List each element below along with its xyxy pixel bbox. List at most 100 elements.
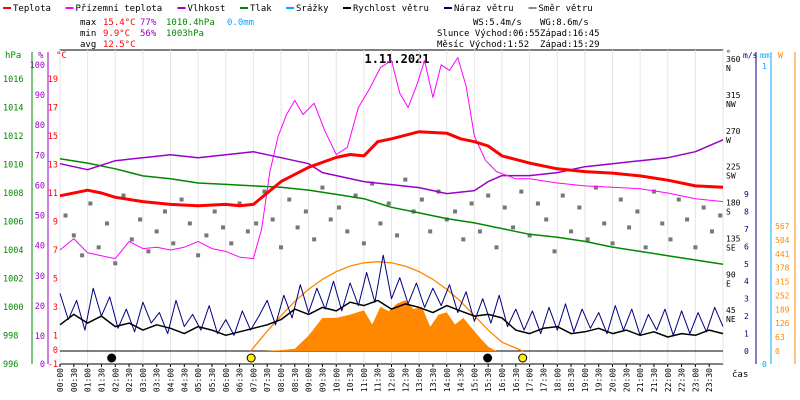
wind-direction-point <box>254 221 259 226</box>
wind-direction-point <box>129 237 134 242</box>
rain-tick-label: 0 <box>762 360 767 369</box>
axis-title-rain: mm <box>760 51 770 60</box>
direction-compass-label: N <box>726 64 731 73</box>
solar-tick-label: 252 <box>775 291 790 300</box>
solar-tick-label: 126 <box>775 319 790 328</box>
x-tick-label: 12:30 <box>401 368 410 392</box>
wind-direction-point <box>328 217 333 222</box>
series-line <box>59 158 724 266</box>
legend-label: Rychlost větru <box>353 4 429 14</box>
direction-tick-label: 225 <box>726 163 741 172</box>
solar-radiation-area <box>264 300 497 351</box>
wind-direction-point <box>668 237 673 242</box>
wind-direction-point <box>113 261 118 266</box>
wind-sun-moon-info: WS:5.4m/s WG:8.6m/s Slunce Východ:06:55 … <box>437 18 600 50</box>
wind-direction-point <box>395 233 400 238</box>
wind-direction-point <box>651 189 656 194</box>
stat-min-press: 1003hPa <box>166 29 204 39</box>
stat-min-temp: 9.9°C <box>103 29 130 39</box>
wind-direction-point <box>295 225 300 230</box>
x-tick-label: 15:00 <box>470 368 479 392</box>
humidity-tick-label: 60 <box>35 181 45 191</box>
temperature-tick-label: 1 <box>53 332 58 342</box>
wind-speed-tick-label: 2 <box>744 312 749 321</box>
wind-speed-tick-label: 8 <box>744 207 749 216</box>
rain-tick-label: 1 <box>762 62 767 71</box>
direction-compass-label: S <box>726 208 731 217</box>
pressure-tick-label: 1010 <box>3 161 23 171</box>
legend-label: Vlhkost <box>188 4 226 14</box>
solar-tick-label: 504 <box>775 236 790 245</box>
moonrise-text: Měsíc Východ:1:52 <box>437 40 529 50</box>
x-tick-label: 01:30 <box>97 368 106 392</box>
direction-compass-label: SW <box>726 172 736 181</box>
wind-direction-point <box>378 221 383 226</box>
wind-direction-point <box>552 249 557 254</box>
temperature-tick-label: 19 <box>48 75 58 85</box>
wind-direction-point <box>154 229 159 234</box>
wind-speed-tick-label: 6 <box>744 242 749 251</box>
direction-tick-label: 180 <box>726 199 741 208</box>
pressure-tick-label: 1002 <box>3 275 23 285</box>
wind-speed-tick-label: 7 <box>744 225 749 234</box>
wind-direction-point <box>345 229 350 234</box>
wind-direction-point <box>428 229 433 234</box>
x-tick-label: 23:30 <box>705 368 714 392</box>
x-tick-label: 05:00 <box>194 368 203 392</box>
wind-direction-point <box>535 201 540 206</box>
wind-direction-point <box>701 205 706 210</box>
humidity-tick-label: 20 <box>35 302 45 312</box>
temperature-tick-label: 3 <box>53 303 58 313</box>
wind-direction-point <box>511 225 516 230</box>
x-tick-label: 14:00 <box>443 368 452 392</box>
wind-direction-point <box>610 241 615 246</box>
wind-speed-tick-label: 1 <box>744 330 749 339</box>
x-tick-label: 04:00 <box>167 368 176 392</box>
wind-direction-point <box>544 217 549 222</box>
x-tick-label: 07:00 <box>249 368 258 392</box>
wind-direction-point <box>245 229 250 234</box>
wind-direction-point <box>685 217 690 222</box>
humidity-tick-label: 80 <box>35 121 45 131</box>
wind-direction-point <box>146 249 151 254</box>
series-line <box>59 139 724 195</box>
wind-direction-point <box>660 221 665 226</box>
legend-label: Srážky <box>296 4 329 14</box>
x-tick-label: 20:00 <box>609 368 618 392</box>
solar-tick-label: 441 <box>775 250 790 259</box>
x-tick-label: 06:30 <box>236 368 245 392</box>
humidity-tick-label: 10 <box>35 332 45 342</box>
pressure-tick-label: 1000 <box>3 303 23 313</box>
stat-max-press: 1010.4hPa <box>166 18 215 28</box>
pressure-tick-label: 1008 <box>3 189 23 199</box>
wind-speed-tick-label: 4 <box>744 277 749 286</box>
stat-avg-label: avg <box>80 40 96 50</box>
sunset-marker <box>518 353 528 363</box>
x-tick-label: 09:00 <box>305 368 314 392</box>
x-tick-label: 10:00 <box>332 368 341 392</box>
wind-direction-point <box>229 241 234 246</box>
wind-speed-tick-label: 9 <box>744 190 749 199</box>
wind-direction-point <box>618 197 623 202</box>
x-tick-label: 20:30 <box>622 368 631 392</box>
temperature-tick-label: 11 <box>48 189 58 199</box>
wind-direction-point <box>63 213 68 218</box>
wind-direction-point <box>403 177 408 182</box>
legend: Teplota Přízemní teplota Vlhkost Tlak Srážky… <box>3 4 593 14</box>
direction-tick-label: 315 <box>726 91 741 100</box>
wind-direction-point <box>88 201 93 206</box>
wind-direction-point <box>312 237 317 242</box>
pressure-tick-label: 1016 <box>3 75 23 85</box>
axis-title-wind-speed: m/s <box>743 51 758 60</box>
wind-direction-point <box>419 197 424 202</box>
wind-direction-point <box>353 193 358 198</box>
wind-direction-point <box>477 229 482 234</box>
wind-direction-point <box>104 221 109 226</box>
x-tick-label: 11:00 <box>360 368 369 392</box>
x-tick-label: 21:00 <box>636 368 645 392</box>
wind-gust-text: WG:8.6m/s <box>540 18 589 28</box>
x-axis-label: čas <box>732 369 748 380</box>
temperature-tick-label: 7 <box>53 246 58 256</box>
solar-tick-label: 378 <box>775 264 790 273</box>
wind-direction-point <box>204 233 209 238</box>
